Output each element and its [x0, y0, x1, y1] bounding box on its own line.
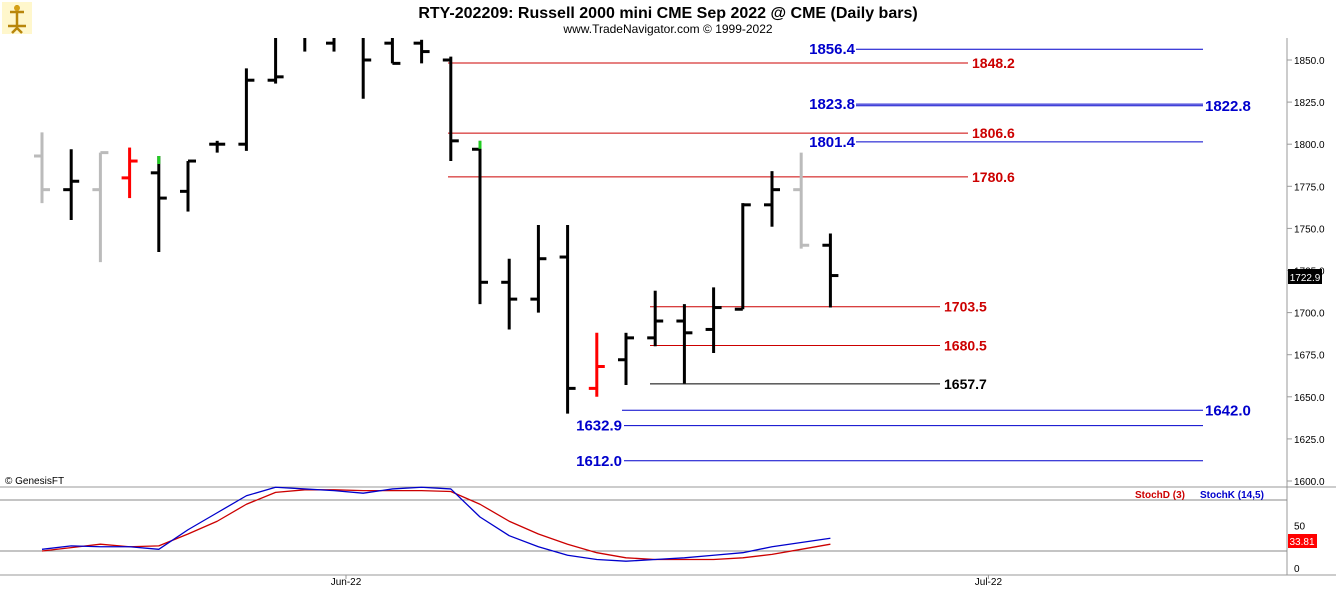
- price-tick-label: 1850.0: [1294, 56, 1325, 67]
- trade-navigator-logo-icon: [2, 2, 32, 34]
- ohlc-bars: [34, 38, 839, 414]
- level-label: 1680.5: [944, 337, 987, 353]
- copyright-label: © GenesisFT: [5, 476, 64, 487]
- stoch-series-line: [41, 486, 831, 562]
- price-tick-label: 1800.0: [1294, 140, 1325, 151]
- level-label: 1657.7: [944, 376, 987, 392]
- level-label: 1822.8: [1205, 98, 1251, 115]
- price-tick-label: 1650.0: [1294, 393, 1325, 404]
- level-label: 1856.4: [809, 41, 856, 58]
- chart-title: RTY-202209: Russell 2000 mini CME Sep 20…: [418, 5, 917, 22]
- last-price-label: 1722.9: [1290, 273, 1321, 284]
- stoch-tick-label: 50: [1294, 522, 1306, 533]
- price-tick-label: 1775.0: [1294, 182, 1325, 193]
- price-tick-label: 1750.0: [1294, 224, 1325, 235]
- date-tick-label: Jun-22: [331, 577, 362, 588]
- level-label: 1632.9: [576, 418, 622, 435]
- stochk-legend: StochK (14,5): [1200, 490, 1264, 501]
- level-label: 1801.4: [809, 134, 856, 151]
- price-tick-label: 1675.0: [1294, 351, 1325, 362]
- stochd-legend: StochD (3): [1135, 490, 1185, 501]
- level-label: 1780.6: [972, 169, 1015, 185]
- price-tick-label: 1825.0: [1294, 98, 1325, 109]
- chart-subtitle: www.TradeNavigator.com © 1999-2022: [562, 22, 772, 36]
- date-tick-label: Jul-22: [975, 577, 1003, 588]
- stoch-tick-label: 0: [1294, 564, 1300, 575]
- level-label: 1642.0: [1205, 402, 1251, 419]
- date-axis-labels: Jun-22 Jul-22: [331, 575, 1003, 588]
- price-tick-label: 1600.0: [1294, 477, 1325, 488]
- level-label: 1848.2: [972, 55, 1015, 71]
- level-label: 1612.0: [576, 453, 622, 470]
- last-price-badge: 1722.9: [1288, 269, 1322, 284]
- stoch-value-label: 33.81: [1289, 537, 1314, 548]
- stochastic-panel: 50 0: [0, 486, 1306, 575]
- level-label: 1823.8: [809, 96, 855, 113]
- price-tick-label: 1625.0: [1294, 435, 1325, 446]
- price-tick-label: 1700.0: [1294, 309, 1325, 320]
- level-label: 1806.6: [972, 125, 1015, 141]
- price-level-lines: 1856.4 1848.2 1823.8 1822.8 1806.6 1801.4 1780…: [448, 41, 1251, 470]
- stoch-value-badge: 33.81: [1288, 534, 1317, 548]
- level-label: 1703.5: [944, 299, 987, 315]
